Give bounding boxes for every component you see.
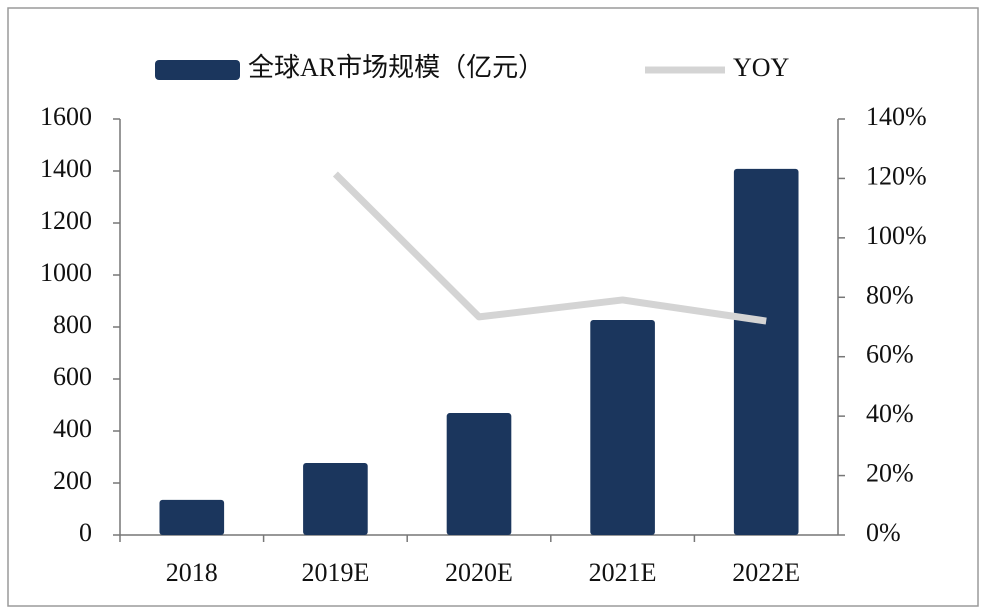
bar (303, 462, 368, 535)
x-tick-label: 2019E (301, 558, 369, 587)
legend-label: 全球AR市场规模（亿元） (248, 53, 544, 82)
y2-tick-label: 40% (866, 399, 914, 428)
x-tick-label: 2021E (589, 558, 657, 587)
legend-swatch (155, 60, 240, 80)
y-tick-label: 400 (53, 414, 92, 443)
y2-tick-label: 120% (866, 161, 927, 190)
y-tick-label: 200 (53, 466, 92, 495)
y2-tick-label: 20% (866, 459, 914, 488)
y-tick-label: 800 (53, 310, 92, 339)
bar (733, 168, 799, 536)
y2-tick-label: 100% (866, 221, 927, 250)
line (332, 171, 767, 325)
y2-tick-label: 80% (866, 280, 914, 309)
y2-tick-label: 0% (866, 518, 901, 547)
bar (159, 499, 225, 535)
bar (446, 413, 512, 535)
y-tick-label: 1200 (40, 206, 92, 235)
bar (590, 319, 655, 535)
y-tick-label: 0 (79, 518, 92, 547)
y-tick-label: 1400 (40, 154, 92, 183)
y-tick-label: 1000 (40, 258, 92, 287)
y2-tick-label: 60% (866, 340, 914, 369)
y-tick-label: 1600 (40, 102, 92, 131)
legend-label: YOY (733, 53, 790, 82)
chart-frame (7, 7, 979, 607)
y2-tick-label: 140% (866, 102, 927, 131)
x-tick-label: 2020E (445, 558, 513, 587)
x-tick-label: 2018 (166, 558, 218, 587)
x-tick-label: 2022E (732, 558, 800, 587)
y-tick-label: 600 (53, 362, 92, 391)
